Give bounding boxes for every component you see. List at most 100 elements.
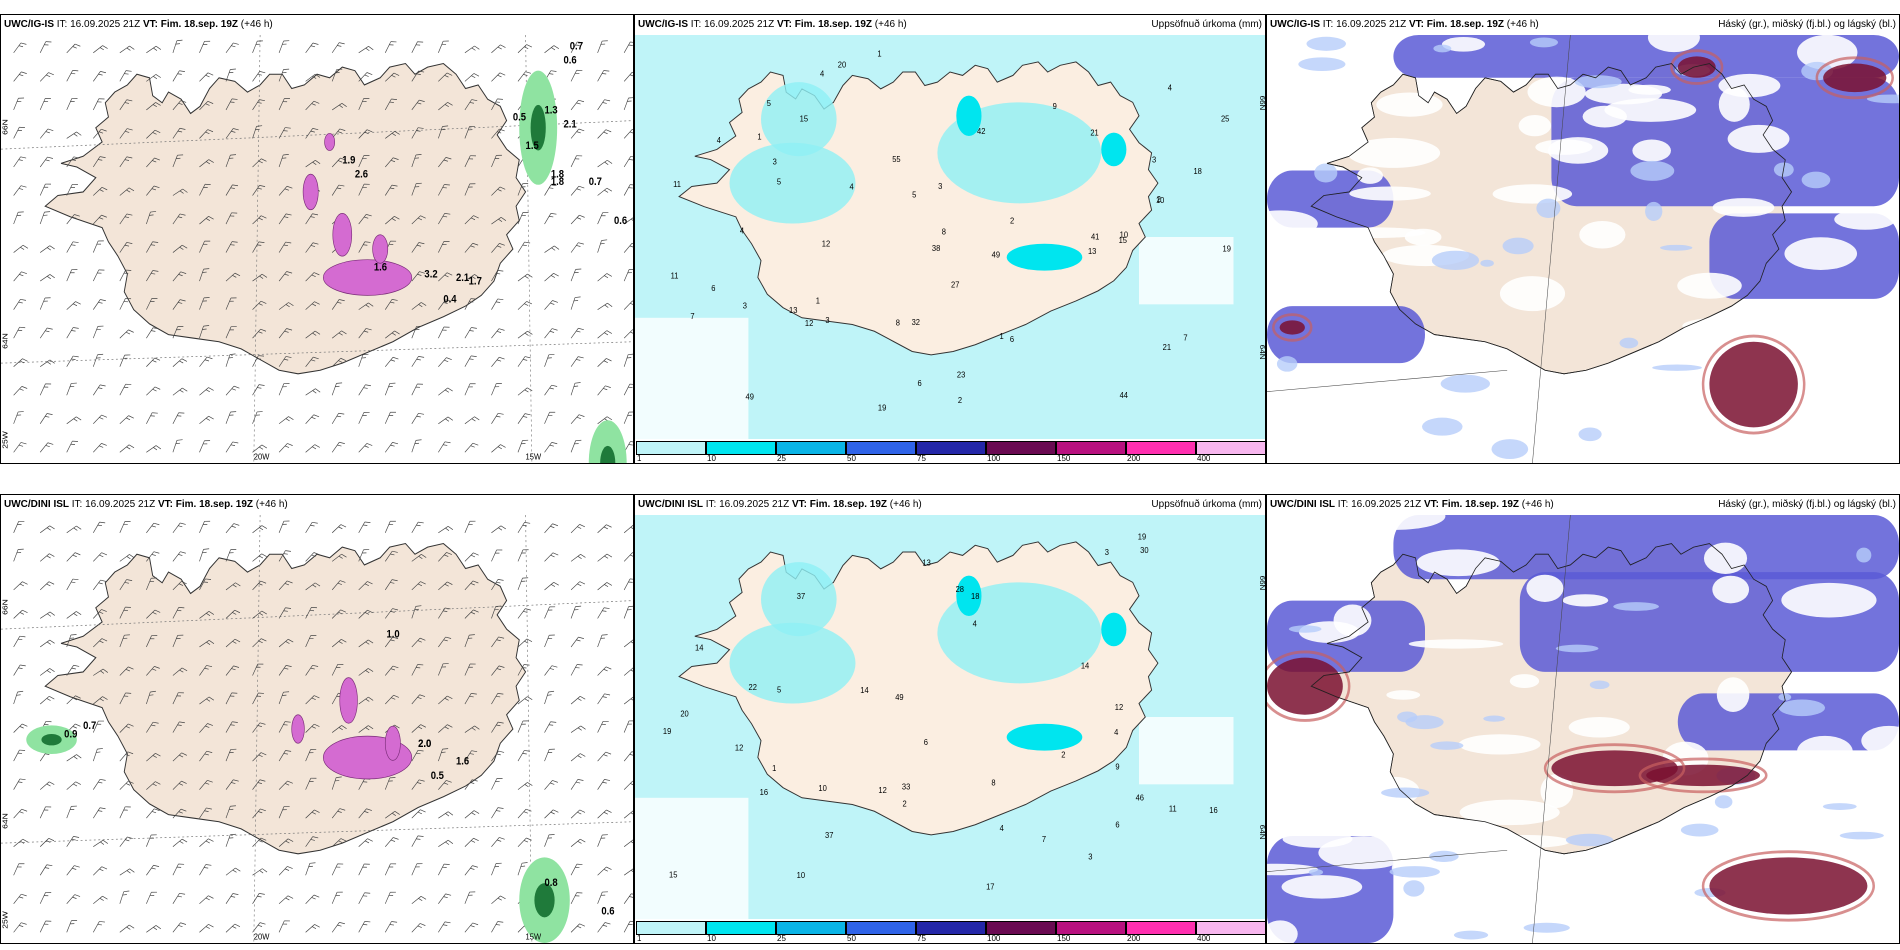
clear-sky-patch: [1562, 594, 1609, 607]
value-label: 2.0: [418, 738, 432, 750]
wind-barb: [199, 696, 215, 705]
map-area[interactable]: 66N 64N 3 4 5 4 3 42 11 49 21 13 20 41 44 10 27 23 55 38 13 3…: [635, 35, 1265, 439]
wind-barb: [66, 70, 79, 82]
latitude-label: 66N: [1258, 576, 1265, 591]
wind-barb: [517, 638, 533, 648]
wind-barb: [13, 778, 26, 790]
wind-barb: [438, 552, 452, 562]
wind-barb: [119, 868, 135, 876]
wind-barb: [438, 780, 452, 790]
wind-barb: [464, 155, 476, 168]
wind-barb: [491, 98, 503, 111]
precip-value: 20: [838, 60, 847, 69]
wind-barb: [544, 442, 558, 453]
precip-value: 19: [663, 727, 671, 736]
precip-value: 23: [957, 370, 965, 379]
wind-barb: [93, 45, 108, 54]
wind-barb: [570, 863, 583, 876]
wind-barb: [172, 808, 187, 819]
map-area[interactable]: [1267, 35, 1899, 463]
model-name: UWC/DINI ISL: [4, 499, 69, 510]
wind-barb: [225, 692, 238, 705]
wind-barb: [66, 131, 82, 139]
value-label: 2.1: [563, 119, 577, 131]
wind-barb: [411, 923, 426, 933]
value-label: 2.6: [355, 169, 369, 181]
map-area[interactable]: [1267, 515, 1899, 943]
wind-barb: [172, 154, 184, 168]
precip-value: 12: [822, 239, 830, 248]
valid-time: VT: Fim. 18.sep. 19Z: [776, 19, 872, 30]
model-name: UWC/IG-IS: [1270, 19, 1320, 30]
wind-barb: [570, 382, 581, 396]
value-label: 0.6: [563, 55, 577, 67]
map-area[interactable]: 0.7 0.9 1.0 2.0 1.6 0.5 2.0 0.8 0.6 20W 15W 66N 64N 2…: [1, 515, 633, 943]
precip-value: 12: [735, 743, 743, 752]
field-title: Háský (gr.), miðský (fj.bl.) og lágský (…: [1718, 19, 1896, 30]
wind-barb: [119, 924, 135, 933]
wind-barb: [13, 156, 27, 168]
wind-barb: [199, 639, 215, 648]
wind-barb: [570, 99, 585, 111]
precip-value: 4: [1000, 824, 1005, 833]
wind-barb: [199, 40, 211, 53]
wind-barb: [491, 128, 505, 139]
wind-barb: [411, 325, 423, 339]
wind-barb: [13, 749, 26, 762]
wind-barb: [411, 70, 425, 82]
wind-barb: [411, 271, 425, 282]
wind-barb: [305, 552, 320, 562]
dry-area: [1139, 237, 1234, 305]
wind-barb: [93, 299, 106, 310]
wind-barb: [199, 440, 211, 453]
latitude-label: 64N: [1258, 345, 1265, 360]
latitude-line: [1, 341, 633, 364]
cloud-cover-low: [1393, 515, 1899, 580]
wind-barb: [172, 100, 187, 111]
wind-barb: [119, 242, 133, 253]
wind-barb: [252, 722, 266, 733]
dry-area: [635, 317, 749, 439]
wind-barb: [66, 241, 79, 253]
wind-barb: [305, 414, 320, 425]
wind-barb: [146, 752, 161, 762]
precip-value: 9: [1053, 102, 1057, 111]
wind-barb: [278, 550, 291, 562]
colorbar-tick: 400: [1197, 454, 1211, 463]
wind-barb: [570, 923, 585, 933]
cloud-cover-high: [1646, 764, 1760, 787]
wind-barb: [39, 72, 54, 82]
iceland-landmass: [44, 542, 527, 855]
cloud-cover-mid: [1822, 803, 1857, 810]
wind-barb: [411, 605, 422, 619]
wind-barb: [384, 520, 396, 533]
precip-value: 2: [1157, 195, 1161, 204]
colorbar-swatch: [636, 441, 706, 455]
wind-barb: [278, 866, 293, 876]
wind-barb: [278, 806, 290, 819]
wind-barb: [491, 807, 504, 819]
wind-barb: [517, 183, 529, 196]
wind-barb: [252, 300, 267, 310]
wind-barb: [278, 580, 293, 591]
precip-value: 19: [878, 403, 886, 412]
wind-barb: [13, 386, 28, 396]
longitude-line: [525, 515, 533, 943]
wind-barb: [623, 353, 633, 367]
cloud-cover-mid: [1652, 364, 1702, 371]
wind-barb: [623, 129, 633, 139]
wind-barb: [305, 213, 319, 225]
wind-barb: [464, 215, 479, 225]
wind-barb: [252, 215, 267, 225]
wind-barb: [385, 216, 400, 225]
wind-barb: [66, 695, 81, 705]
wind-barb: [172, 551, 186, 562]
wind-barb: [252, 158, 267, 168]
wind-barb: [491, 270, 504, 282]
map-area[interactable]: 66N 64N 4 4 6 10 20 12 19 37 30 33 18 28 46 37 14 17 12 19 1…: [635, 515, 1265, 919]
precip-value: 10: [1120, 230, 1129, 239]
map-area[interactable]: 0.7 0.6 1.3 0.5 2.1 1.5 1.8 1.8 0.7 0.6 1.9 2.6 1.6 3…: [1, 35, 633, 463]
wind-barb: [225, 184, 239, 196]
precip-value: 5: [767, 99, 772, 108]
wind-barb: [146, 157, 160, 168]
